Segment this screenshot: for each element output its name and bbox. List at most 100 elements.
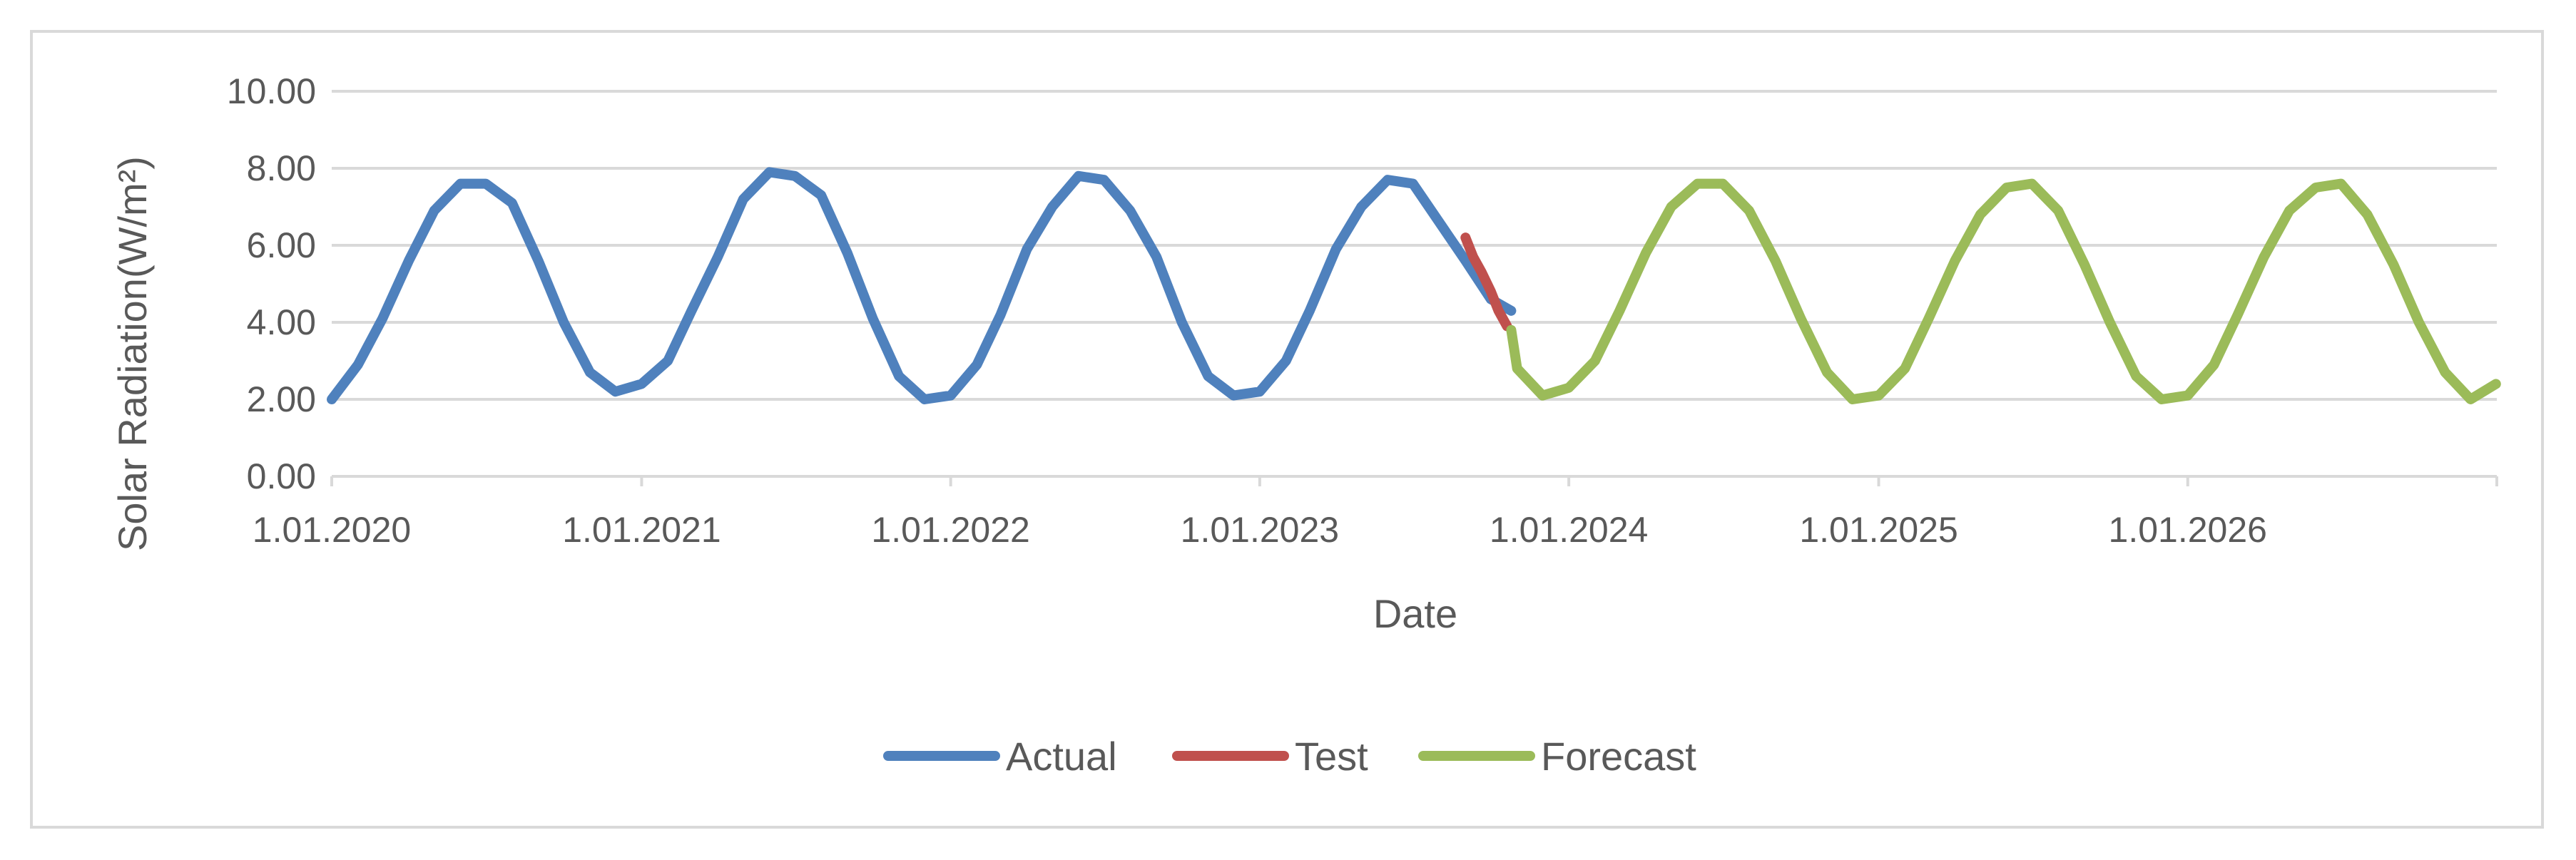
data-point-actual <box>663 357 673 365</box>
data-point-actual <box>738 195 748 204</box>
legend-label-forecast: Forecast <box>1541 734 1696 779</box>
data-point-actual <box>946 391 955 400</box>
data-point-actual <box>972 360 982 369</box>
data-point-actual <box>1331 245 1340 254</box>
data-point-actual <box>920 395 929 404</box>
data-point-forecast <box>1666 203 1676 211</box>
y-axis-title: Solar Radiation(W/m²) <box>110 156 155 551</box>
data-point-forecast <box>2054 206 2063 215</box>
data-point-forecast <box>2491 379 2500 389</box>
data-point-forecast <box>1538 391 1547 400</box>
data-point-forecast <box>2079 260 2089 269</box>
x-tick-label: 1.01.2023 <box>1181 510 1339 550</box>
data-point-actual <box>1383 175 1393 185</box>
data-point-forecast <box>2233 310 2242 319</box>
data-point-forecast <box>1975 210 1985 219</box>
data-point-actual <box>353 360 362 369</box>
data-point-actual <box>404 256 414 265</box>
x-axis-title: Date <box>1373 591 1457 636</box>
data-point-forecast <box>1744 206 1753 215</box>
data-point-test <box>1461 233 1470 242</box>
data-point-forecast <box>1900 364 1910 373</box>
data-point-test <box>1494 306 1503 315</box>
series-line-actual <box>327 167 1517 404</box>
data-point-forecast <box>2311 183 2320 192</box>
data-point-forecast <box>2132 372 2141 381</box>
data-point-test <box>1468 252 1477 262</box>
data-point-forecast <box>2414 318 2423 327</box>
data-point-actual <box>559 318 569 327</box>
data-point-test <box>1477 267 1486 277</box>
data-point-actual <box>1408 179 1417 188</box>
series-line-forecast <box>1506 178 2501 404</box>
data-point-actual <box>1177 318 1186 327</box>
data-point-actual <box>996 310 1005 319</box>
data-point-actual <box>327 395 336 404</box>
data-point-actual <box>586 368 595 377</box>
data-point-forecast <box>2259 252 2269 262</box>
data-point-forecast <box>1719 179 1728 188</box>
gridlines <box>332 90 2497 401</box>
data-point-forecast <box>1823 368 1832 377</box>
y-tick-label: 10.00 <box>227 71 316 111</box>
y-tick-label: 4.00 <box>247 302 316 342</box>
data-point-forecast <box>2466 395 2475 404</box>
data-point-test <box>1486 287 1495 296</box>
data-point-forecast <box>1507 325 1516 334</box>
data-point-actual <box>507 198 516 208</box>
y-tick-label: 2.00 <box>247 379 316 419</box>
data-point-actual <box>765 168 774 177</box>
data-point-actual <box>868 314 877 323</box>
data-point-actual <box>1099 175 1109 185</box>
data-point-actual <box>1022 245 1032 254</box>
data-point-actual <box>1152 252 1161 262</box>
data-point-forecast <box>2002 183 2011 192</box>
data-point-actual <box>378 314 387 323</box>
data-point-forecast <box>2183 391 2192 400</box>
data-point-actual <box>790 171 800 180</box>
data-point-actual <box>1435 217 1444 227</box>
data-point-actual <box>482 179 491 188</box>
data-point-forecast <box>1693 179 1702 188</box>
data-point-forecast <box>2440 368 2450 377</box>
data-point-actual <box>1255 387 1264 396</box>
data-point-forecast <box>1848 395 1857 404</box>
data-point-actual <box>1281 357 1290 365</box>
data-point-actual <box>817 190 826 200</box>
data-point-forecast <box>2389 260 2398 269</box>
data-point-actual <box>1507 306 1516 315</box>
data-point-actual <box>895 372 904 381</box>
x-tick-label: 1.01.2024 <box>1490 510 1648 550</box>
data-point-forecast <box>1874 391 1883 400</box>
data-point-actual <box>637 379 646 389</box>
data-point-actual <box>842 248 852 257</box>
data-point-forecast <box>1615 306 1624 315</box>
y-tick-label: 0.00 <box>247 456 316 496</box>
data-point-forecast <box>1590 357 1599 365</box>
data-point-actual <box>611 387 620 396</box>
data-point-forecast <box>2157 395 2166 404</box>
x-tick-label: 1.01.2025 <box>1799 510 1958 550</box>
data-point-actual <box>687 306 696 315</box>
data-point-actual <box>534 256 543 265</box>
data-point-actual <box>429 206 439 215</box>
legend: Actual Test Forecast <box>883 734 1696 779</box>
data-point-actual <box>1203 372 1213 381</box>
axes: 0.00 2.00 4.00 6.00 8.00 10.00 1.01.2020 1.01.2… <box>227 71 2498 550</box>
series-lines <box>327 167 2501 404</box>
y-tick-label: 6.00 <box>247 225 316 265</box>
data-point-actual <box>1305 306 1314 315</box>
data-point-actual <box>1461 256 1470 265</box>
data-point-forecast <box>1924 314 1933 323</box>
y-tick-label: 8.00 <box>247 148 316 188</box>
data-point-forecast <box>1641 248 1651 257</box>
data-point-forecast <box>1950 256 1960 265</box>
data-point-forecast <box>1796 314 1806 323</box>
data-point-forecast <box>1771 256 1780 265</box>
data-point-forecast <box>2336 179 2346 188</box>
data-point-actual <box>713 252 723 262</box>
data-point-actual <box>1357 203 1366 211</box>
data-point-actual <box>456 179 465 188</box>
data-point-forecast <box>2027 179 2037 188</box>
